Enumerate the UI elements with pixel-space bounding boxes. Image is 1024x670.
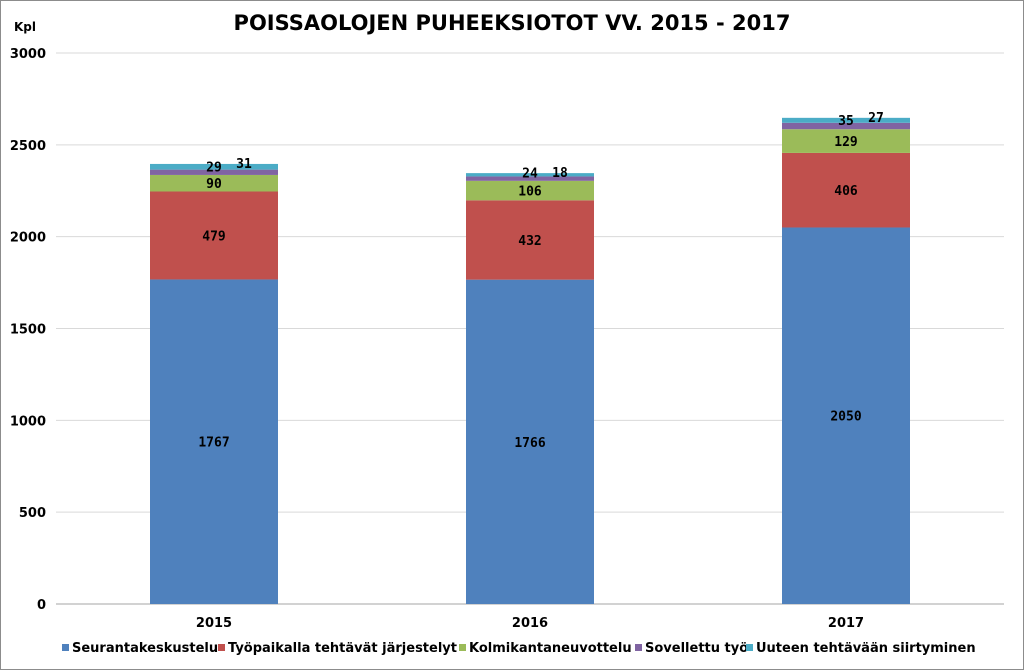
bar-segment [466,173,594,177]
legend-swatch [746,644,753,651]
x-tick-label: 2017 [828,616,864,631]
data-label: 2050 [830,410,861,425]
bar-segment [466,200,594,280]
data-label: 35 [838,114,854,129]
data-label: 90 [206,177,222,192]
y-tick-label: 3000 [10,47,46,62]
data-label: 27 [868,111,884,126]
bar-segment [150,163,278,170]
bar-segment [782,152,910,228]
y-tick-label: 2500 [10,139,46,154]
data-label: 1766 [514,436,545,451]
legend-swatch [635,644,642,651]
data-label: 129 [834,135,857,150]
legend-label: Sovellettu työ [645,641,748,656]
legend: Seurantakeskustelu Työpaikalla tehtävät j… [62,641,976,656]
x-tick-labels: 2015 2016 2017 [196,616,864,631]
legend-swatch [62,644,69,651]
legend-label: Uuteen tehtävään siirtyminen [756,641,976,656]
data-label: 106 [518,185,542,200]
y-tick-labels: 0 500 1000 1500 2000 2500 3000 [10,47,46,613]
data-label: 406 [834,184,858,199]
legend-label: Työpaikalla tehtävät järjestelyt [228,641,457,656]
data-label: 24 [522,167,538,182]
bar-segment [466,279,594,604]
bar-segment [782,122,910,130]
legend-label: Kolmikantaneuvottelu [469,641,632,656]
data-label: 18 [552,166,568,181]
chart-title: POISSAOLOJEN PUHEEKSIOTOT VV. 2015 - 201… [234,11,791,35]
bar-segment [150,191,278,280]
y-tick-label: 2000 [10,231,46,246]
bar-segment [782,227,910,604]
y-tick-label: 1500 [10,323,46,338]
bars [150,117,910,604]
y-axis-label: Kpl [14,20,36,34]
bar-segment [466,176,594,181]
bar-segment [150,279,278,604]
data-labels: 1767 479 90 29 31 1766 432 106 24 18 2050 406 129 35 2… [198,111,883,451]
x-tick-label: 2016 [512,616,548,631]
x-tick-label: 2015 [196,616,232,631]
legend-swatch [218,644,225,651]
bar-segment [782,129,910,153]
data-label: 1767 [198,436,229,451]
y-tick-label: 0 [37,598,46,613]
bar-segment [782,117,910,123]
data-label: 432 [518,234,541,249]
y-tick-label: 1000 [10,414,46,429]
legend-label: Seurantakeskustelu [72,641,218,656]
data-label: 29 [206,160,222,175]
data-label: 31 [236,157,252,172]
y-tick-label: 500 [19,506,46,521]
bar-segment [150,174,278,192]
bar-segment [466,180,594,201]
legend-swatch [459,644,466,651]
bar-segment [150,169,278,175]
data-label: 479 [202,229,225,244]
